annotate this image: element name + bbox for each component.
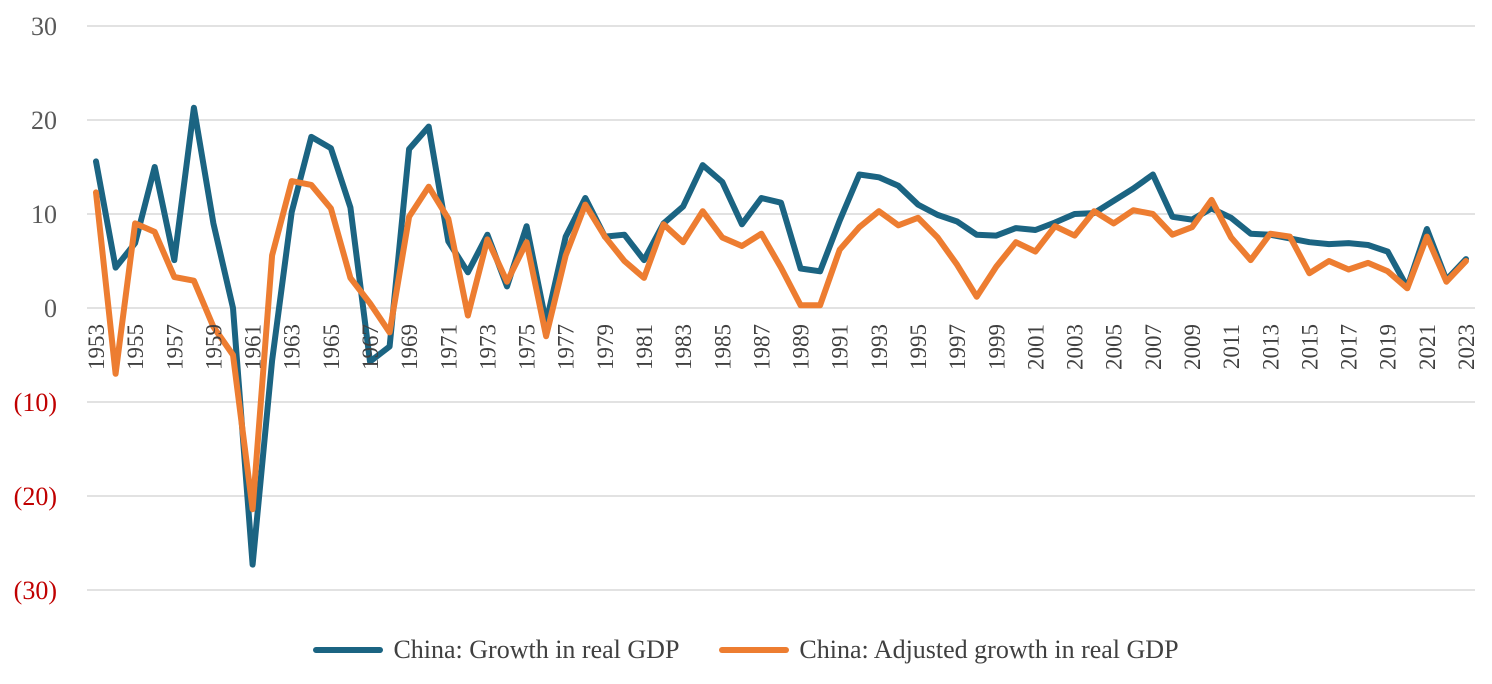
y-tick-label: 10 [31,200,57,229]
x-tick-label: 1987 [749,324,774,370]
legend-swatch-adjusted [719,647,789,653]
y-tick-label: 20 [31,106,57,135]
x-tick-label: 1977 [554,324,579,370]
x-tick-label: 2013 [1258,324,1283,370]
x-axis-tick-labels: 1953 1955 1957 1959 1961 1963 1965 1967 1969 1971… [84,324,1479,370]
x-tick-label: 1971 [436,324,461,370]
x-tick-label: 2015 [1297,324,1322,370]
x-tick-label: 1955 [123,324,148,370]
x-tick-label: 1983 [671,324,696,370]
y-tick-label: 30 [31,12,57,41]
legend-item-growth: China: Growth in real GDP [313,635,679,665]
x-tick-label: 1999 [984,324,1009,370]
x-tick-label: 1989 [789,324,814,370]
legend-item-adjusted: China: Adjusted growth in real GDP [719,635,1178,665]
gridlines [87,26,1475,590]
x-tick-label: 1969 [397,324,422,370]
x-tick-label: 1993 [867,324,892,370]
x-tick-label: 1953 [84,324,109,370]
legend-swatch-growth [313,647,383,653]
x-tick-label: 2017 [1337,324,1362,370]
x-tick-label: 1991 [828,324,853,370]
x-tick-label: 2001 [1023,324,1048,370]
legend-label-adjusted: China: Adjusted growth in real GDP [799,635,1178,665]
legend-label-growth: China: Growth in real GDP [393,635,679,665]
x-tick-label: 1975 [515,324,540,370]
x-tick-label: 1973 [475,324,500,370]
x-tick-label: 1967 [358,324,383,370]
x-tick-label: 1959 [201,324,226,370]
y-tick-label: 0 [44,294,57,323]
y-tick-label: (10) [14,388,57,417]
x-tick-label: 1979 [593,324,618,370]
legend: China: Growth in real GDP China: Adjuste… [0,630,1492,670]
x-tick-label: 2003 [1063,324,1088,370]
x-tick-label: 1985 [710,324,735,370]
x-tick-label: 2023 [1454,324,1479,370]
y-tick-label: (30) [14,576,57,605]
y-axis-tick-labels: 30 20 10 0 (10) (20) (30) [14,12,57,605]
x-tick-label: 1995 [906,324,931,370]
x-tick-label: 1981 [632,324,657,370]
x-tick-label: 1961 [241,324,266,370]
x-tick-label: 2007 [1141,324,1166,370]
x-tick-label: 2011 [1219,324,1244,369]
x-tick-label: 2021 [1415,324,1440,370]
x-tick-label: 2005 [1102,324,1127,370]
y-tick-label: (20) [14,482,57,511]
x-tick-label: 2019 [1376,324,1401,370]
x-tick-label: 1965 [319,324,344,370]
x-tick-label: 1963 [280,324,305,370]
x-tick-label: 1957 [162,324,187,370]
x-tick-label: 1997 [945,324,970,370]
x-tick-label: 2009 [1180,324,1205,370]
